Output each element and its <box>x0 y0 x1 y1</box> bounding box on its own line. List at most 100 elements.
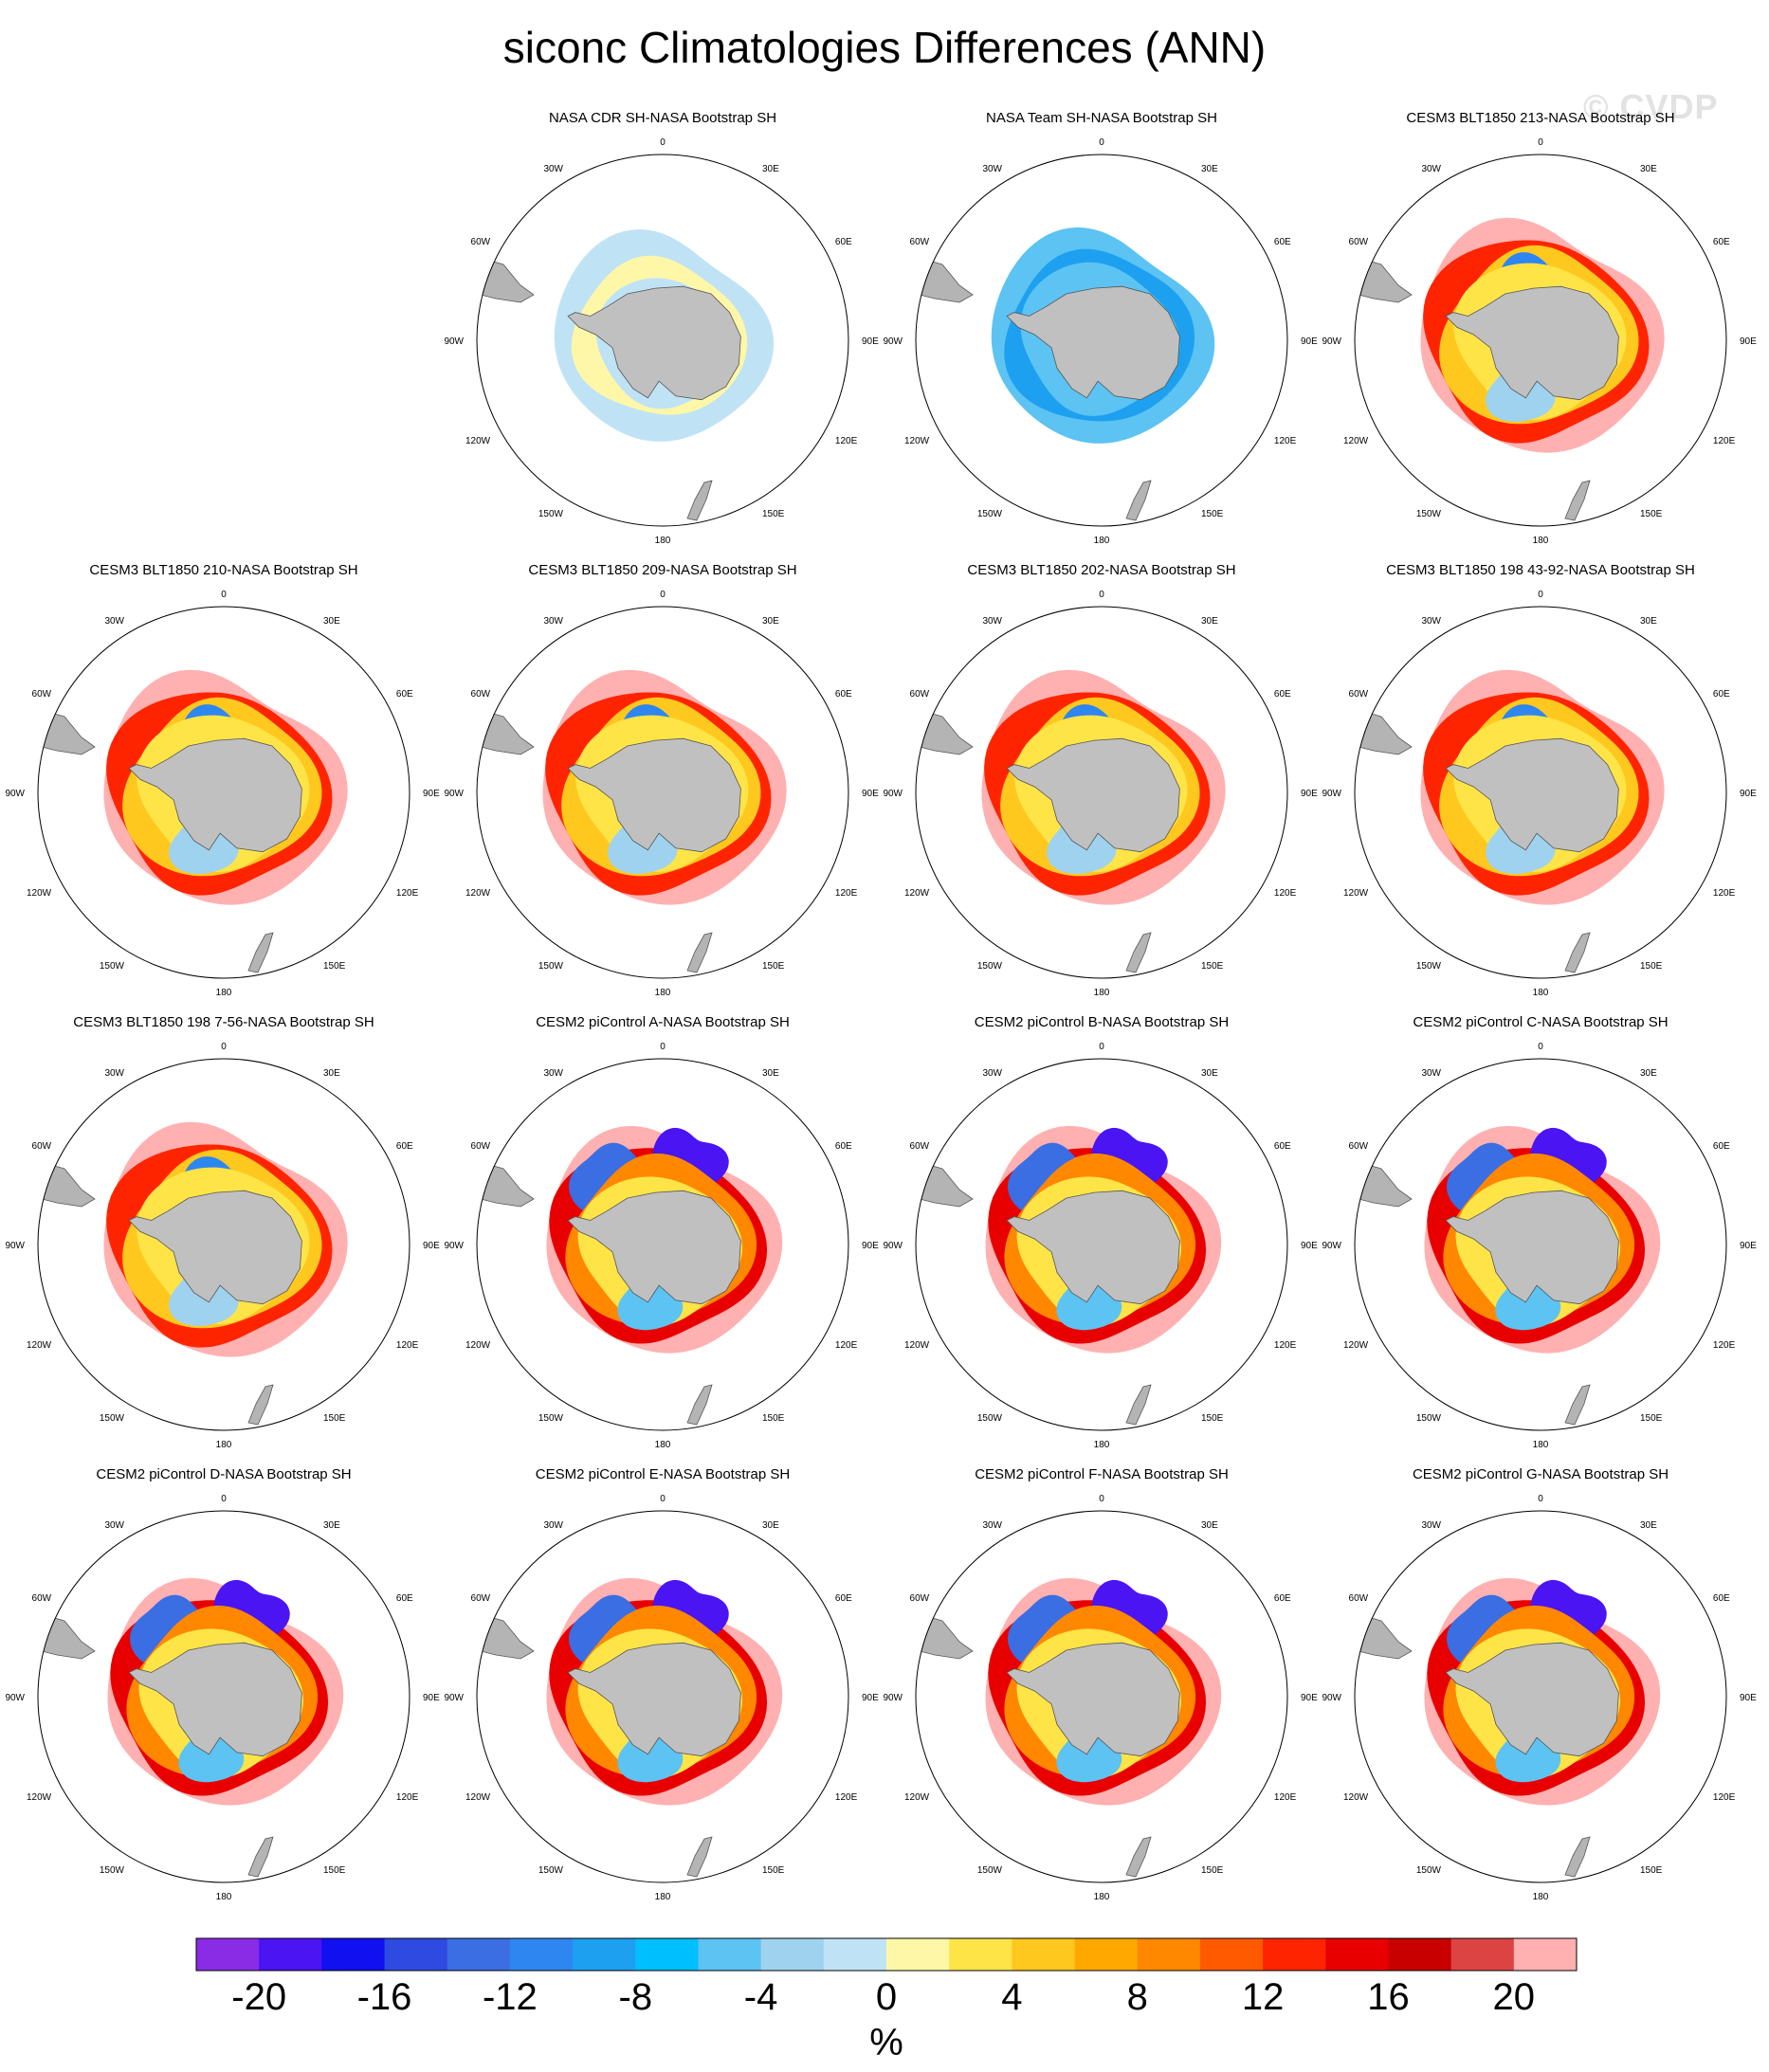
longitude-label: 120E <box>835 436 858 446</box>
colorbar-box <box>635 1938 699 1971</box>
longitude-label: 120E <box>1274 888 1297 899</box>
longitude-label: 30W <box>1421 1520 1441 1531</box>
longitude-label: 90W <box>444 1241 464 1251</box>
longitude-label: 30E <box>1640 616 1657 627</box>
longitude-label: 120E <box>1713 436 1736 446</box>
colorbar-tick-label: -12 <box>483 1976 538 2018</box>
longitude-label: 30W <box>543 1068 563 1079</box>
longitude-label: 90W <box>5 1241 25 1251</box>
longitude-label: 150W <box>1416 1413 1442 1424</box>
new-zealand-landmass <box>247 1384 274 1426</box>
longitude-label: 120E <box>835 888 858 899</box>
longitude-label: 60W <box>910 1593 930 1604</box>
map-boundary <box>476 1058 849 1431</box>
polar-map: 0 30E 60E 90E 120E 150E 180 150W 120W 90W 60W 30W <box>444 1494 879 1902</box>
panel-title: CESM2 piControl C-NASA Bootstrap SH <box>1413 1014 1669 1030</box>
antarctica-landmass <box>1445 1190 1619 1305</box>
new-zealand-landmass <box>1564 1384 1591 1426</box>
antarctica-landmass <box>1445 285 1619 401</box>
longitude-label: 60W <box>1349 1593 1369 1604</box>
map-panel: CESM2 piControl A-NASA Bootstrap SH 0 30E 6… <box>442 1014 884 1460</box>
map-boundary <box>915 606 1288 979</box>
new-zealand-landmass <box>686 480 713 521</box>
longitude-label: 180 <box>655 1892 671 1902</box>
longitude-label: 30E <box>323 1068 340 1079</box>
longitude-label: 150W <box>1416 509 1442 519</box>
antarctica-landmass <box>567 1642 741 1757</box>
longitude-label: 30E <box>1201 616 1218 627</box>
colorbar-tick-label: -16 <box>357 1976 412 2018</box>
longitude-label: 90E <box>862 336 879 347</box>
map-panel: CESM2 piControl E-NASA Bootstrap SH 0 30E 6… <box>442 1466 884 1912</box>
longitude-label: 60W <box>1349 1141 1369 1152</box>
polar-map: 0 30E 60E 90E 120E 150E 180 150W 120W 90W 60W 30W <box>444 590 879 998</box>
longitude-label: 60E <box>1274 237 1291 247</box>
longitude-label: 120E <box>396 1340 419 1351</box>
longitude-label: 30W <box>543 616 563 627</box>
longitude-label: 60E <box>396 1593 413 1604</box>
longitude-label: 180 <box>655 536 671 546</box>
longitude-label: 120E <box>1713 888 1736 899</box>
polar-map: 0 30E 60E 90E 120E 150E 180 150W 120W 90W 60W 30W <box>1322 137 1757 546</box>
map-boundary <box>37 606 410 979</box>
longitude-label: 180 <box>1094 988 1110 998</box>
figure-title: siconc Climatologies Differences (ANN) <box>502 23 1267 72</box>
colorbar-tick-label: -20 <box>231 1976 286 2018</box>
longitude-label: 150E <box>762 1413 785 1424</box>
longitude-label: 90E <box>1740 789 1757 799</box>
antarctica-landmass <box>1445 737 1619 853</box>
panel-title: CESM3 BLT1850 210-NASA Bootstrap SH <box>89 562 358 578</box>
longitude-label: 180 <box>1533 1892 1549 1902</box>
colorbar-tick-label: 12 <box>1242 1976 1285 2018</box>
longitude-label: 0 <box>660 137 666 148</box>
longitude-label: 90W <box>1322 1241 1341 1251</box>
longitude-label: 0 <box>221 590 227 600</box>
longitude-label: 90E <box>1301 336 1318 347</box>
longitude-label: 180 <box>1533 1440 1549 1450</box>
colorbar-box <box>321 1938 386 1971</box>
longitude-label: 60E <box>835 1141 852 1152</box>
new-zealand-landmass <box>686 1836 713 1878</box>
longitude-label: 0 <box>221 1494 227 1504</box>
panel-title: CESM3 BLT1850 209-NASA Bootstrap SH <box>528 562 797 578</box>
colorbar-box <box>886 1938 950 1971</box>
longitude-label: 30E <box>762 616 779 627</box>
longitude-label: 150E <box>762 509 785 519</box>
antarctica-landmass <box>1006 1190 1180 1305</box>
new-zealand-landmass <box>1125 480 1152 521</box>
longitude-label: 150E <box>323 961 346 972</box>
map-panel: CESM3 BLT1850 198 43-92-NASA Bootstrap S… <box>1320 562 1761 1008</box>
polar-map: 0 30E 60E 90E 120E 150E 180 150W 120W 90W 60W 30W <box>1322 590 1757 998</box>
colorbar-box <box>1450 1938 1515 1971</box>
map-boundary <box>1354 1510 1727 1883</box>
antarctica-landmass <box>567 1190 741 1305</box>
colorbar-box <box>1199 1938 1264 1971</box>
new-zealand-landmass <box>247 1836 274 1878</box>
colorbar-box <box>1137 1938 1201 1971</box>
longitude-label: 30E <box>1201 1520 1218 1531</box>
longitude-label: 30W <box>1421 164 1441 174</box>
map-boundary <box>1354 606 1727 979</box>
longitude-label: 90W <box>444 789 464 799</box>
map-panel: CESM3 BLT1850 209-NASA Bootstrap SH 0 30E 6… <box>442 562 884 1008</box>
longitude-label: 150W <box>977 1865 1003 1876</box>
longitude-label: 180 <box>1533 988 1549 998</box>
longitude-label: 30W <box>982 1068 1002 1079</box>
panel-title: CESM2 piControl A-NASA Bootstrap SH <box>536 1014 790 1030</box>
longitude-label: 90W <box>5 789 25 799</box>
longitude-label: 120E <box>1274 1340 1297 1351</box>
colorbar-box <box>1513 1938 1578 1971</box>
longitude-label: 30W <box>104 1520 124 1531</box>
map-boundary <box>476 606 849 979</box>
colorbar-box <box>259 1938 322 1971</box>
longitude-label: 120W <box>27 1340 52 1351</box>
longitude-label: 30W <box>982 1520 1002 1531</box>
map-panel: CESM2 piControl B-NASA Bootstrap SH 0 30E 6… <box>881 1014 1322 1460</box>
polar-map: 0 30E 60E 90E 120E 150E 180 150W 120W 90W 60W 30W <box>883 1042 1318 1450</box>
longitude-label: 60W <box>910 1141 930 1152</box>
colorbar-box <box>1012 1938 1076 1971</box>
longitude-label: 90E <box>1301 1693 1318 1703</box>
longitude-label: 150W <box>538 1413 564 1424</box>
longitude-label: 60E <box>1713 689 1730 700</box>
antarctica-landmass <box>128 1190 302 1305</box>
